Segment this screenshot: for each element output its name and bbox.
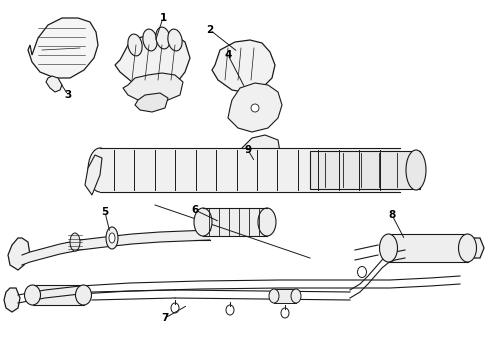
- Text: 1: 1: [159, 13, 167, 23]
- Ellipse shape: [358, 266, 367, 278]
- Text: 2: 2: [206, 25, 214, 35]
- Polygon shape: [115, 33, 190, 90]
- Ellipse shape: [194, 208, 212, 236]
- Ellipse shape: [70, 233, 80, 251]
- Ellipse shape: [171, 303, 179, 313]
- Text: 3: 3: [64, 90, 72, 100]
- Polygon shape: [8, 238, 30, 270]
- Polygon shape: [100, 148, 400, 192]
- Polygon shape: [468, 238, 484, 258]
- Text: 4: 4: [224, 50, 232, 60]
- Ellipse shape: [143, 29, 157, 51]
- Polygon shape: [274, 289, 296, 303]
- Text: 6: 6: [192, 205, 198, 215]
- Polygon shape: [389, 234, 467, 262]
- Text: 9: 9: [245, 145, 251, 155]
- Text: 5: 5: [101, 207, 109, 217]
- Ellipse shape: [379, 234, 397, 262]
- Ellipse shape: [75, 285, 92, 305]
- Polygon shape: [238, 135, 280, 165]
- Polygon shape: [85, 155, 102, 195]
- Polygon shape: [212, 40, 275, 93]
- Polygon shape: [228, 83, 282, 132]
- Ellipse shape: [406, 150, 426, 190]
- Ellipse shape: [291, 289, 301, 303]
- Ellipse shape: [168, 29, 182, 51]
- Polygon shape: [123, 73, 183, 102]
- Ellipse shape: [226, 305, 234, 315]
- Ellipse shape: [251, 104, 259, 112]
- Text: 7: 7: [161, 313, 169, 323]
- Polygon shape: [46, 76, 62, 92]
- Ellipse shape: [269, 289, 279, 303]
- Polygon shape: [203, 208, 267, 236]
- Ellipse shape: [109, 233, 115, 243]
- Polygon shape: [135, 93, 168, 112]
- Polygon shape: [4, 288, 20, 312]
- Ellipse shape: [459, 234, 476, 262]
- Text: 8: 8: [389, 210, 395, 220]
- Ellipse shape: [156, 27, 170, 49]
- Ellipse shape: [258, 208, 276, 236]
- Ellipse shape: [128, 34, 142, 56]
- Polygon shape: [28, 18, 98, 78]
- Ellipse shape: [281, 308, 289, 318]
- Ellipse shape: [106, 227, 118, 249]
- Ellipse shape: [24, 285, 41, 305]
- Polygon shape: [22, 230, 210, 265]
- Ellipse shape: [88, 148, 112, 192]
- Polygon shape: [32, 285, 83, 305]
- Polygon shape: [310, 151, 420, 189]
